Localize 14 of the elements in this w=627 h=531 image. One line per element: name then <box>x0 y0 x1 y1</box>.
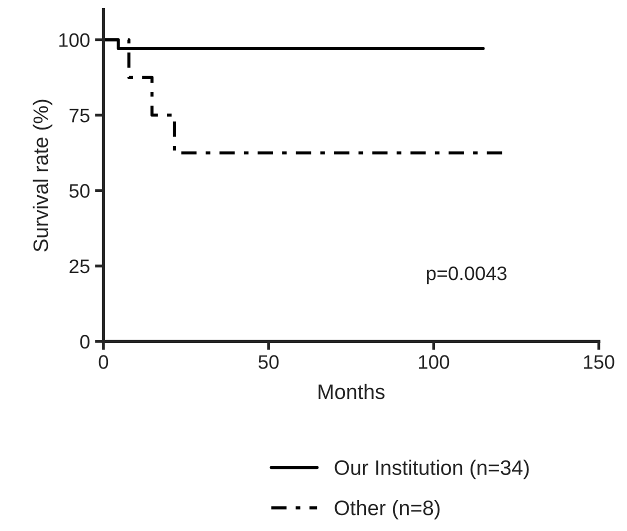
x-tick-label: 150 <box>584 355 614 369</box>
x-tick-label: 0 <box>98 355 108 369</box>
y-tick-label: 50 <box>69 184 90 198</box>
legend-label: Our Institution (n=34) <box>334 460 529 480</box>
legend-label: Other (n=8) <box>334 500 440 520</box>
y-axis-title: Survival rate (%) <box>32 100 52 252</box>
annotation: p=0.0043 <box>426 266 506 284</box>
y-tick-label: 25 <box>70 259 90 274</box>
y-tick-label: 0 <box>80 334 90 349</box>
y-tick-label: 100 <box>59 33 90 47</box>
x-tick-label: 100 <box>418 355 450 369</box>
x-tick-label: 50 <box>258 355 279 369</box>
y-tick-label: 75 <box>70 108 90 122</box>
x-axis-title: Months <box>318 384 385 400</box>
